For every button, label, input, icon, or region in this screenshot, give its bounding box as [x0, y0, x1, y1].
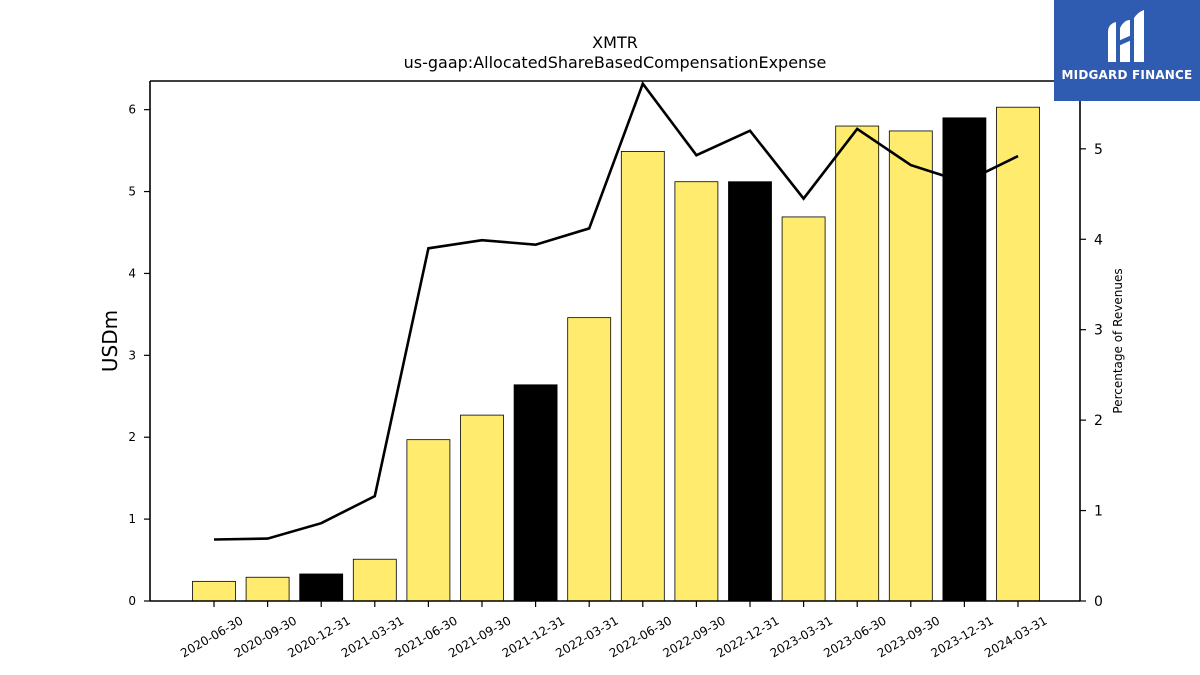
bar-2020-06-30: [192, 580, 236, 602]
bar-2021-12-31: [513, 384, 558, 602]
bar-2021-06-30: [406, 439, 451, 602]
logo-text: MIDGARD FINANCE: [1061, 68, 1193, 82]
y-tick-label: 6: [128, 103, 136, 117]
chart-title: XMTR: [592, 33, 638, 52]
y2-tick-label: 1: [1094, 504, 1103, 520]
y2-tick-label: 5: [1094, 142, 1103, 158]
y2-tick-label: 4: [1094, 232, 1103, 248]
midgard-logo: MIDGARD FINANCE: [1054, 0, 1200, 101]
y2-tick-label: 2: [1094, 413, 1103, 429]
y-tick-label: 3: [128, 348, 136, 362]
y-tick-label: 2: [128, 430, 136, 444]
bar-2023-12-31: [942, 117, 987, 602]
bar-2022-03-31: [567, 317, 612, 602]
bar-2023-06-30: [835, 125, 880, 602]
bar-2022-09-30: [674, 181, 719, 602]
y2-tick-label: 0: [1094, 594, 1103, 610]
bar-2022-12-31: [728, 181, 772, 602]
y-tick-label: 5: [128, 185, 136, 199]
line-layer: [213, 81, 1019, 541]
bar-2021-03-31: [352, 558, 397, 602]
y-tick-label: 0: [128, 594, 136, 608]
chart-subtitle: us-gaap:AllocatedShareBasedCompensationE…: [404, 53, 827, 72]
y2-axis-label: Percentage of Revenues: [1111, 268, 1125, 413]
bars-layer: [192, 106, 1040, 602]
bar-2020-12-31: [299, 573, 344, 602]
bar-2023-09-30: [888, 130, 933, 602]
bar-2021-09-30: [460, 414, 504, 602]
bar-2022-06-30: [620, 151, 665, 602]
midgard-logo-mark-icon: [1108, 10, 1144, 62]
y2-tick-label: 3: [1094, 323, 1103, 339]
bar-2023-03-31: [781, 216, 826, 602]
bar-2024-03-31: [996, 106, 1040, 602]
y-axis-label: USDm: [98, 310, 122, 372]
revenue-percentage-line: [213, 81, 1019, 541]
y-tick-label: 4: [128, 266, 136, 280]
bar-2020-09-30: [245, 576, 290, 602]
y-tick-label: 1: [128, 512, 136, 526]
